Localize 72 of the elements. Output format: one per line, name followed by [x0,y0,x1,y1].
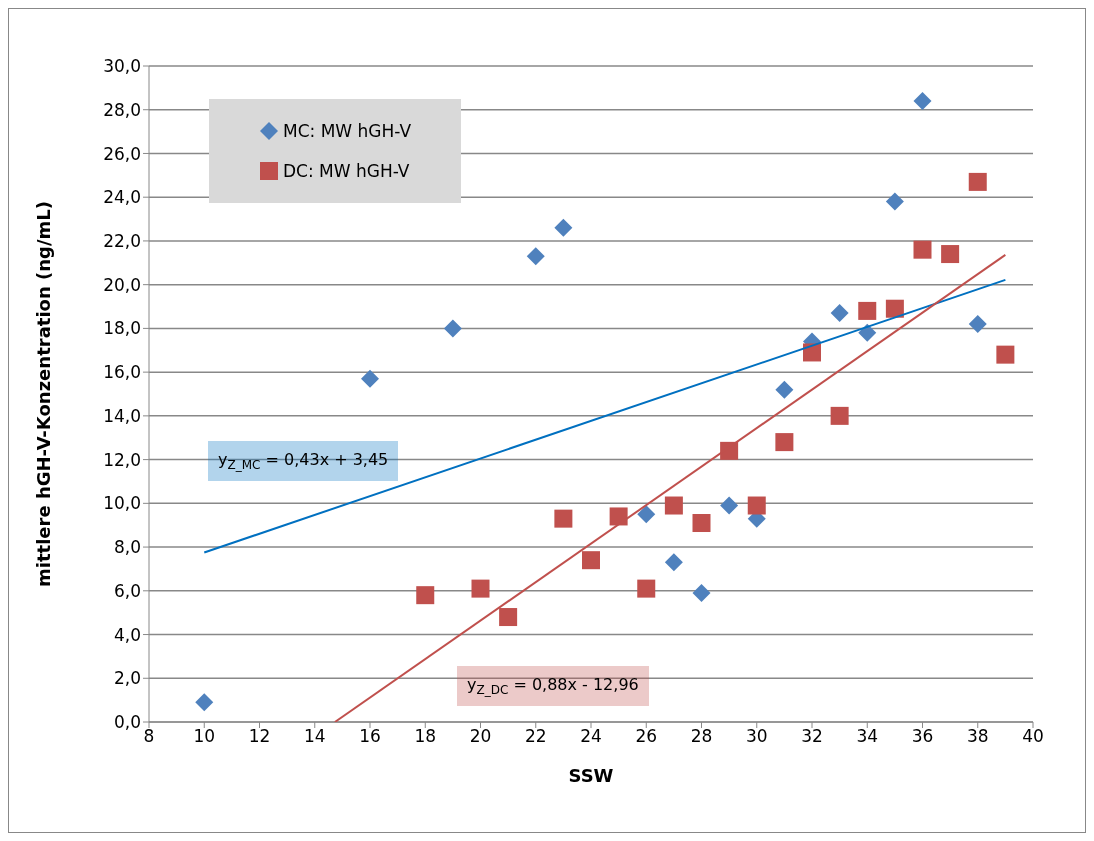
y-tick-label: 8,0 [113,537,141,558]
legend-label: MC: MW hGH-V [283,121,412,141]
x-tick-label: 18 [414,726,437,747]
point [858,323,877,342]
x-tick-label: 28 [690,726,713,747]
point [885,299,904,318]
point [830,406,849,425]
y-tick-label: 24,0 [103,187,141,208]
point [416,586,435,605]
point [554,509,573,528]
point [361,369,379,388]
point [941,245,960,264]
point [996,345,1015,364]
point [913,240,932,259]
point [443,319,462,338]
y-tick-label: 2,0 [113,668,141,689]
x-tick-label: 32 [801,726,823,747]
annotation: y$_{Z_DC}$ = 0,88x - 12,96 [467,674,639,698]
point [664,553,683,572]
point [637,579,656,598]
point [968,315,987,334]
x-tick-label: 8 [143,726,155,747]
point [913,91,932,110]
x-tick-label: 26 [635,726,658,747]
y-tick-label: 26,0 [103,143,141,164]
x-tick-label: 10 [193,726,216,747]
y-tick-label: 6,0 [113,580,141,601]
legend-label: DC: MW hGH-V [283,161,410,181]
x-axis-title: SSW [568,765,614,786]
point [747,496,766,515]
x-tick-label: 20 [469,726,492,747]
point [720,496,739,515]
x-tick-label: 22 [524,726,547,747]
point [775,380,794,399]
point [858,301,877,320]
x-tick-label: 12 [248,726,271,747]
y-tick-label: 10,0 [103,493,141,514]
point [830,304,849,323]
y-tick-label: 28,0 [103,99,141,120]
x-tick-label: 14 [303,726,326,747]
x-tick-label: 30 [745,726,768,747]
point [637,505,656,524]
point [582,551,600,570]
y-tick-label: 14,0 [103,405,141,426]
x-tick-label: 36 [911,726,934,747]
point [775,433,794,452]
y-axis-title: mittlere hGH-V-Konzentration (ng/mL) [33,201,55,587]
y-tick-label: 0,0 [113,712,141,733]
point [554,218,573,237]
y-tick-label: 22,0 [103,230,141,251]
x-tick-label: 16 [359,726,381,747]
point [692,514,711,533]
x-tick-label: 34 [856,726,879,747]
point [499,608,518,627]
annotation: y$_{Z_MC}$ = 0,43x + 3,45 [218,449,389,473]
y-tick-label: 20,0 [103,274,141,295]
y-tick-label: 4,0 [113,624,141,645]
x-tick-label: 24 [580,726,602,747]
y-tick-label: 16,0 [103,362,141,383]
x-tick-label: 40 [1022,726,1044,747]
x-tick-label: 38 [966,726,989,747]
point [885,192,904,211]
y-tick-label: 18,0 [103,318,141,339]
point [609,507,628,526]
point [664,496,683,515]
point [692,583,711,602]
point [968,172,987,191]
point [195,693,214,712]
point [471,579,490,598]
point [526,247,545,266]
y-tick-label: 12,0 [103,449,141,470]
y-tick-label: 30,0 [103,56,141,77]
